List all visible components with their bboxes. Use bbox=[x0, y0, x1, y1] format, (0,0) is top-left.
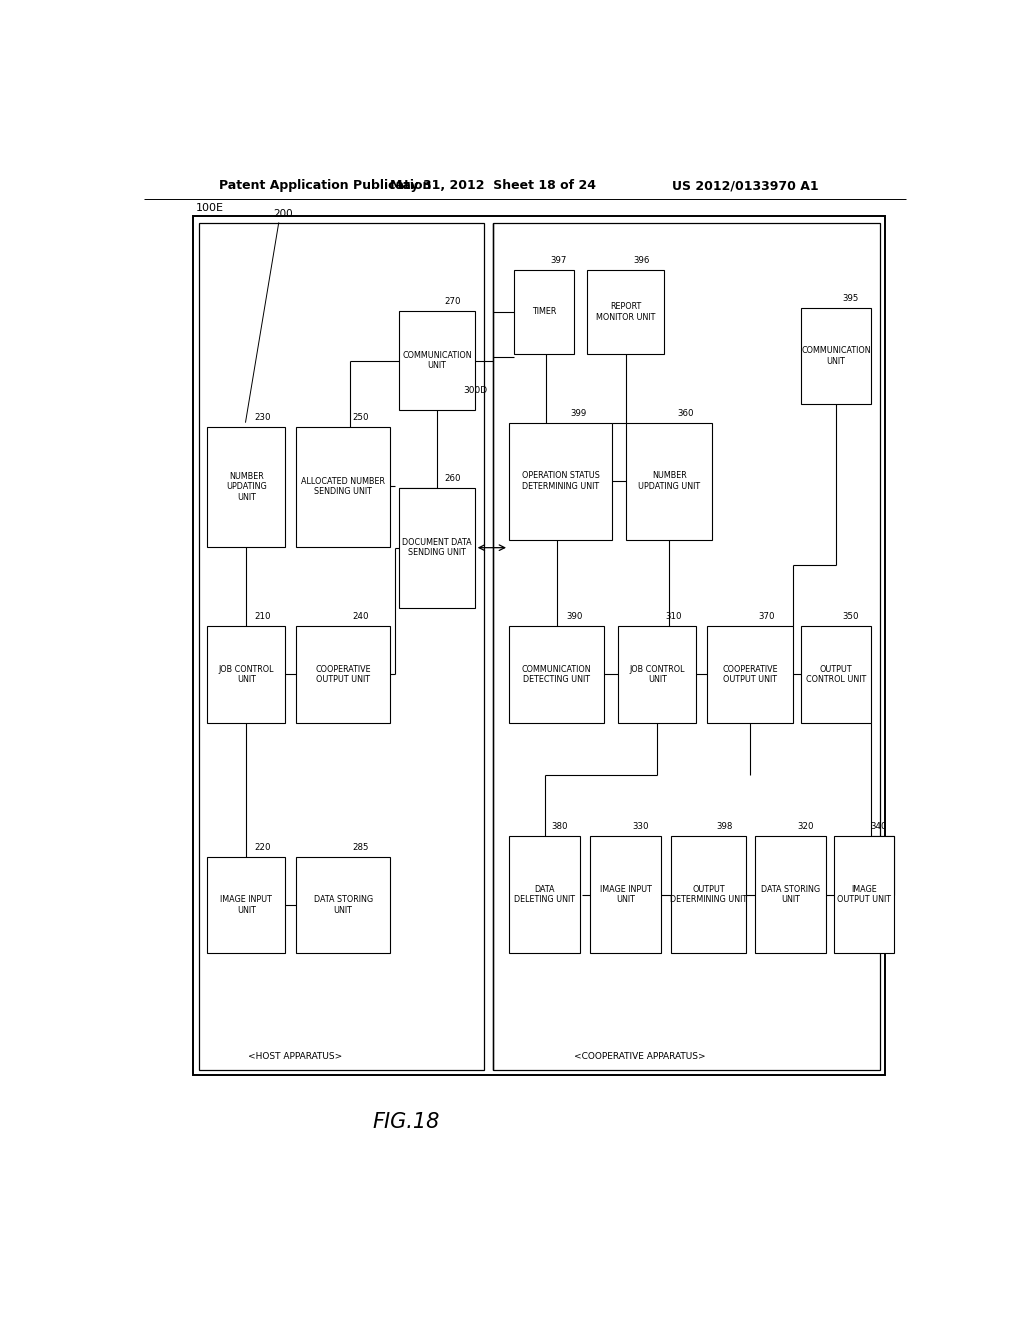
Bar bbox=[399, 487, 475, 607]
Text: 200: 200 bbox=[273, 210, 293, 219]
Text: 380: 380 bbox=[552, 822, 568, 832]
Text: IMAGE INPUT
UNIT: IMAGE INPUT UNIT bbox=[600, 886, 651, 904]
Text: 398: 398 bbox=[716, 822, 732, 832]
Text: COMMUNICATION
DETECTING UNIT: COMMUNICATION DETECTING UNIT bbox=[522, 664, 591, 684]
Text: 350: 350 bbox=[843, 612, 859, 620]
Text: DATA STORING
UNIT: DATA STORING UNIT bbox=[313, 895, 373, 915]
Bar bbox=[835, 837, 894, 953]
Text: FIG.18: FIG.18 bbox=[372, 1111, 439, 1133]
Text: 270: 270 bbox=[444, 297, 461, 306]
Text: IMAGE INPUT
UNIT: IMAGE INPUT UNIT bbox=[220, 895, 272, 915]
Text: 240: 240 bbox=[352, 612, 369, 620]
Text: 285: 285 bbox=[352, 842, 369, 851]
Text: 310: 310 bbox=[666, 612, 682, 620]
Bar bbox=[399, 312, 475, 411]
Bar bbox=[618, 626, 696, 722]
Bar bbox=[671, 837, 746, 953]
Bar bbox=[296, 626, 390, 722]
Text: <COOPERATIVE APPARATUS>: <COOPERATIVE APPARATUS> bbox=[574, 1052, 706, 1061]
Bar bbox=[509, 422, 612, 540]
Text: 390: 390 bbox=[566, 612, 583, 620]
Text: COOPERATIVE
OUTPUT UNIT: COOPERATIVE OUTPUT UNIT bbox=[315, 664, 371, 684]
Text: 399: 399 bbox=[570, 409, 587, 417]
Text: REPORT
MONITOR UNIT: REPORT MONITOR UNIT bbox=[596, 302, 655, 322]
Text: 230: 230 bbox=[254, 413, 270, 421]
Text: NUMBER
UPDATING UNIT: NUMBER UPDATING UNIT bbox=[638, 471, 700, 491]
Bar bbox=[207, 426, 285, 546]
Text: ALLOCATED NUMBER
SENDING UNIT: ALLOCATED NUMBER SENDING UNIT bbox=[301, 477, 385, 496]
Bar bbox=[627, 422, 712, 540]
Text: NUMBER
UPDATING
UNIT: NUMBER UPDATING UNIT bbox=[226, 471, 266, 502]
Text: OPERATION STATUS
DETERMINING UNIT: OPERATION STATUS DETERMINING UNIT bbox=[521, 471, 599, 491]
Text: 220: 220 bbox=[254, 842, 270, 851]
Bar bbox=[590, 837, 662, 953]
Bar bbox=[509, 837, 581, 953]
Text: COMMUNICATION
UNIT: COMMUNICATION UNIT bbox=[801, 346, 870, 366]
Text: 320: 320 bbox=[798, 822, 814, 832]
Text: 395: 395 bbox=[843, 294, 859, 302]
Text: 340: 340 bbox=[870, 822, 887, 832]
Bar bbox=[494, 223, 880, 1071]
Text: 100E: 100E bbox=[197, 203, 224, 214]
Text: OUTPUT
CONTROL UNIT: OUTPUT CONTROL UNIT bbox=[806, 664, 866, 684]
Bar bbox=[207, 857, 285, 953]
Text: 397: 397 bbox=[550, 256, 566, 265]
Text: <HOST APPARATUS>: <HOST APPARATUS> bbox=[248, 1052, 342, 1061]
Text: 210: 210 bbox=[254, 612, 270, 620]
Bar bbox=[509, 626, 604, 722]
Text: 330: 330 bbox=[633, 822, 649, 832]
Bar bbox=[296, 857, 390, 953]
Text: JOB CONTROL
UNIT: JOB CONTROL UNIT bbox=[218, 664, 274, 684]
Bar bbox=[194, 216, 885, 1076]
Text: 396: 396 bbox=[634, 256, 650, 265]
Bar bbox=[801, 308, 870, 404]
Bar bbox=[708, 626, 793, 722]
Text: IMAGE
OUTPUT UNIT: IMAGE OUTPUT UNIT bbox=[837, 886, 891, 904]
Bar bbox=[514, 271, 574, 354]
Text: COMMUNICATION
UNIT: COMMUNICATION UNIT bbox=[402, 351, 472, 371]
Bar bbox=[207, 626, 285, 722]
Text: US 2012/0133970 A1: US 2012/0133970 A1 bbox=[672, 180, 818, 193]
Bar bbox=[755, 837, 826, 953]
Text: DATA STORING
UNIT: DATA STORING UNIT bbox=[761, 886, 820, 904]
Text: DOCUMENT DATA
SENDING UNIT: DOCUMENT DATA SENDING UNIT bbox=[402, 539, 472, 557]
Bar bbox=[801, 626, 870, 722]
Bar bbox=[587, 271, 665, 354]
Text: DATA
DELETING UNIT: DATA DELETING UNIT bbox=[514, 886, 575, 904]
Text: 260: 260 bbox=[444, 474, 461, 483]
Text: TIMER: TIMER bbox=[532, 308, 556, 317]
Text: JOB CONTROL
UNIT: JOB CONTROL UNIT bbox=[630, 664, 685, 684]
Text: OUTPUT
DETERMINING UNIT: OUTPUT DETERMINING UNIT bbox=[670, 886, 748, 904]
Text: 300D: 300D bbox=[464, 385, 487, 395]
Text: 250: 250 bbox=[352, 413, 369, 421]
Text: COOPERATIVE
OUTPUT UNIT: COOPERATIVE OUTPUT UNIT bbox=[722, 664, 778, 684]
Text: 370: 370 bbox=[759, 612, 775, 620]
Bar bbox=[200, 223, 483, 1071]
Bar bbox=[296, 426, 390, 546]
Text: Patent Application Publication: Patent Application Publication bbox=[219, 180, 432, 193]
Text: 360: 360 bbox=[678, 409, 694, 417]
Text: May 31, 2012  Sheet 18 of 24: May 31, 2012 Sheet 18 of 24 bbox=[390, 180, 596, 193]
